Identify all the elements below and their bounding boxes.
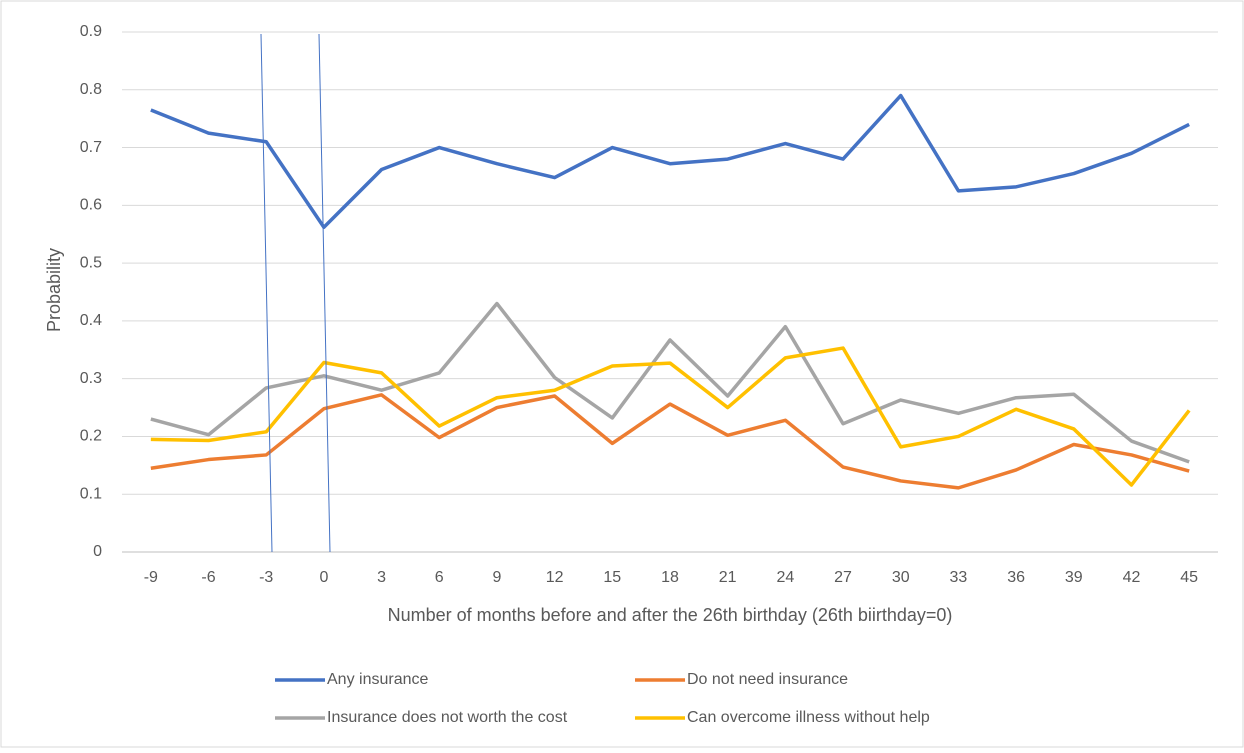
series-line: [150, 393, 1190, 490]
x-tick-label: 24: [776, 569, 794, 586]
y-tick-label: 0.8: [80, 81, 102, 98]
x-tick-label: 42: [1123, 569, 1141, 586]
y-tick-label: 0.9: [80, 23, 102, 40]
plot-area: 00.10.20.30.40.50.60.70.80.9-9 -6 -3 0 3 6 9 12…: [80, 23, 1218, 726]
x-tick-label: -6: [201, 569, 215, 586]
series-line: [150, 346, 1191, 487]
x-tick-label: 3: [377, 569, 386, 586]
y-tick-label: 0.7: [80, 139, 102, 156]
y-tick-label: 0.1: [80, 485, 102, 502]
x-tick-label: -3: [259, 569, 273, 586]
legend-label: Insurance does not worth the cost: [327, 709, 568, 726]
legend-label: Do not need insurance: [687, 671, 848, 688]
x-tick-label: 0: [319, 569, 328, 586]
x-tick-label: -9: [144, 569, 158, 586]
x-tick-label: 27: [834, 569, 852, 586]
x-tick-label: 9: [492, 569, 501, 586]
x-tick-label: 30: [892, 569, 910, 586]
x-tick-label: 18: [661, 569, 679, 586]
legend-label: Any insurance: [327, 671, 428, 688]
x-axis-label: Number of months before and after the 26…: [388, 605, 953, 625]
x-tick-label: 39: [1065, 569, 1083, 586]
y-tick-label: 0.2: [80, 428, 102, 445]
y-tick-label: 0.4: [80, 312, 102, 329]
marker-line: [260, 33, 273, 553]
y-tick-label: 0.3: [80, 370, 102, 387]
y-tick-label: 0.6: [80, 197, 102, 214]
x-tick-label: 36: [1007, 569, 1025, 586]
series-line: [150, 93, 1190, 230]
x-tick-label: 33: [950, 569, 968, 586]
marker-line: [318, 33, 331, 553]
x-tick-label: 12: [546, 569, 564, 586]
x-tick-label: 6: [435, 569, 444, 586]
y-tick-label: 0.5: [80, 254, 102, 271]
x-tick-label: 21: [719, 569, 737, 586]
y-axis-label: Probability: [44, 248, 64, 332]
x-tick-label: 15: [603, 569, 621, 586]
y-tick-label: 0: [93, 543, 102, 560]
legend-label: Can overcome illness without help: [687, 709, 930, 726]
series-line: [150, 301, 1190, 464]
x-tick-label: 45: [1180, 569, 1198, 586]
